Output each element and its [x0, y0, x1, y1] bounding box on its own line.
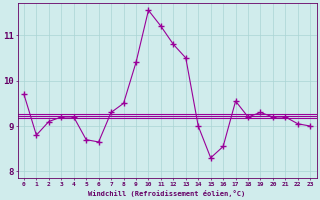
X-axis label: Windchill (Refroidissement éolien,°C): Windchill (Refroidissement éolien,°C)	[89, 190, 246, 197]
